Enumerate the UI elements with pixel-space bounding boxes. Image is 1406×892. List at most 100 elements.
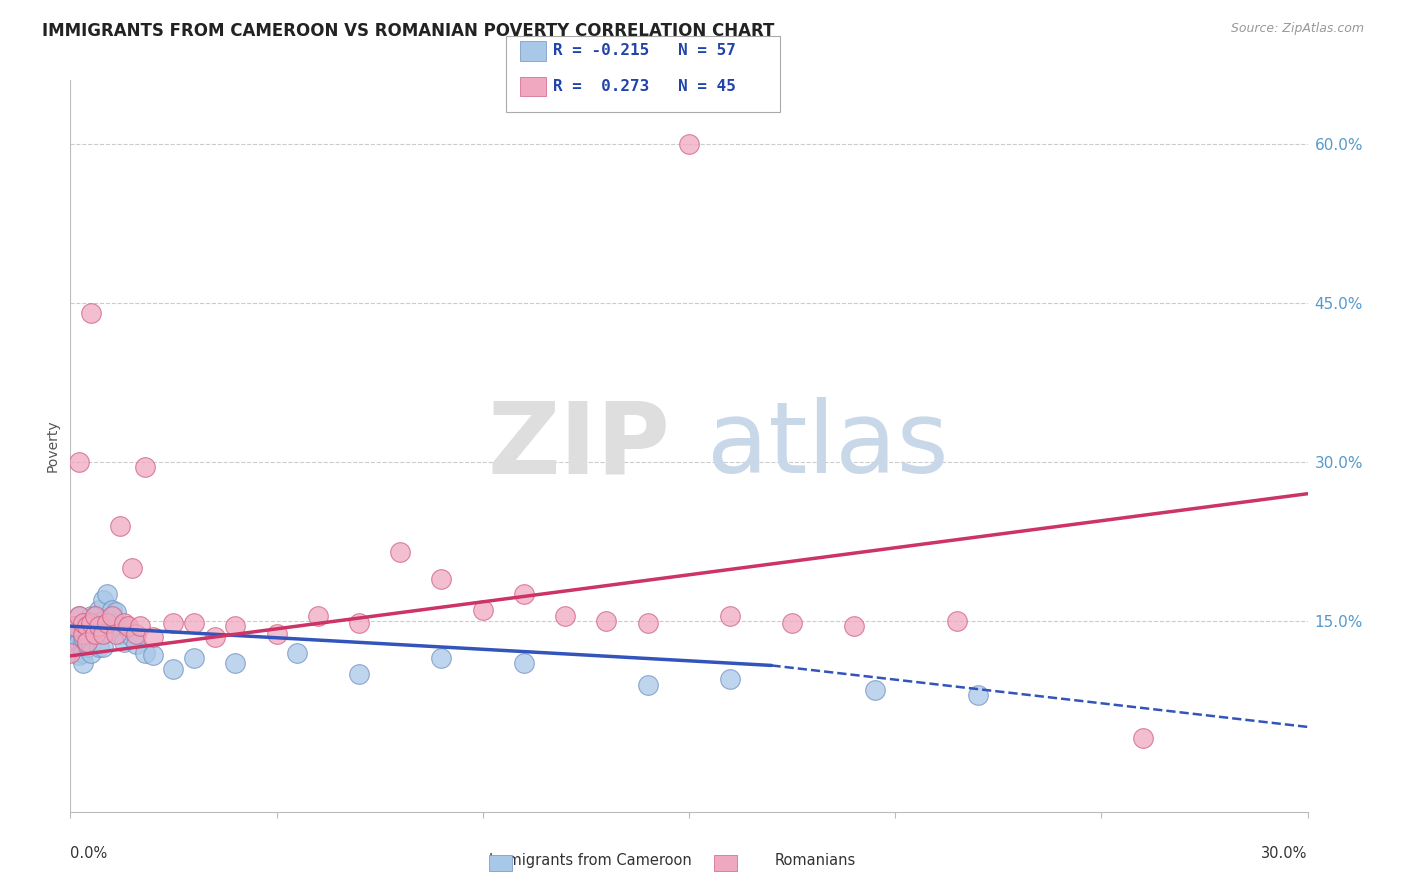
Point xyxy=(162,662,184,676)
Point xyxy=(91,614,114,628)
Text: 30.0%: 30.0% xyxy=(1261,846,1308,861)
Point xyxy=(347,667,370,681)
Point xyxy=(108,626,131,640)
Point xyxy=(104,626,127,640)
Point xyxy=(59,630,82,644)
Point xyxy=(67,455,90,469)
Text: Romanians: Romanians xyxy=(775,854,856,868)
Point xyxy=(112,615,135,630)
Point xyxy=(80,637,103,651)
Point xyxy=(554,608,576,623)
Point xyxy=(266,626,288,640)
Point xyxy=(471,603,494,617)
Point xyxy=(76,640,98,655)
Point xyxy=(72,630,94,644)
Point xyxy=(285,646,308,660)
Point xyxy=(108,619,131,633)
Point xyxy=(76,635,98,649)
Point xyxy=(84,626,107,640)
Text: Source: ZipAtlas.com: Source: ZipAtlas.com xyxy=(1230,22,1364,36)
Point xyxy=(100,608,122,623)
Point xyxy=(63,640,86,655)
Point xyxy=(718,672,741,686)
Point xyxy=(780,615,803,630)
Point xyxy=(204,630,226,644)
Y-axis label: Poverty: Poverty xyxy=(45,420,59,472)
Point xyxy=(162,615,184,630)
Text: R = -0.215   N = 57: R = -0.215 N = 57 xyxy=(553,44,735,58)
Point xyxy=(134,460,156,475)
Point xyxy=(89,619,111,633)
Point xyxy=(96,624,118,639)
Point xyxy=(89,623,111,637)
Point xyxy=(59,646,82,660)
Point xyxy=(678,136,700,151)
Point xyxy=(1132,731,1154,745)
Point xyxy=(142,648,165,662)
Point xyxy=(80,608,103,623)
Point xyxy=(142,630,165,644)
Point xyxy=(67,648,90,662)
Point xyxy=(224,657,246,671)
Point xyxy=(389,545,412,559)
Point xyxy=(430,572,453,586)
Text: 0.0%: 0.0% xyxy=(70,846,107,861)
Point xyxy=(72,637,94,651)
Point xyxy=(183,651,205,665)
Point xyxy=(100,603,122,617)
Point xyxy=(67,635,90,649)
Point xyxy=(72,657,94,671)
Point xyxy=(67,626,90,640)
Point xyxy=(76,626,98,640)
Text: Immigrants from Cameroon: Immigrants from Cameroon xyxy=(489,854,692,868)
Point xyxy=(595,614,617,628)
Point xyxy=(224,619,246,633)
Point xyxy=(513,657,536,671)
Point xyxy=(842,619,865,633)
Point xyxy=(89,640,111,655)
Text: atlas: atlas xyxy=(707,398,949,494)
Point xyxy=(91,592,114,607)
Point xyxy=(67,608,90,623)
Point xyxy=(637,677,659,691)
Point xyxy=(117,623,139,637)
Point xyxy=(129,619,152,633)
Text: ZIP: ZIP xyxy=(488,398,671,494)
Point xyxy=(84,626,107,640)
Point xyxy=(72,626,94,640)
Point xyxy=(63,635,86,649)
Point xyxy=(63,624,86,639)
Point xyxy=(966,688,988,702)
Point xyxy=(76,619,98,633)
Point xyxy=(67,608,90,623)
Text: IMMIGRANTS FROM CAMEROON VS ROMANIAN POVERTY CORRELATION CHART: IMMIGRANTS FROM CAMEROON VS ROMANIAN POV… xyxy=(42,22,775,40)
Point xyxy=(134,646,156,660)
Point xyxy=(121,630,143,644)
Point xyxy=(84,615,107,630)
Point xyxy=(347,615,370,630)
Point xyxy=(108,518,131,533)
Point xyxy=(104,606,127,620)
Point xyxy=(121,561,143,575)
Point xyxy=(117,619,139,633)
Point xyxy=(80,306,103,320)
Point xyxy=(718,608,741,623)
Point xyxy=(112,635,135,649)
Point xyxy=(63,619,86,633)
Point xyxy=(80,646,103,660)
Point xyxy=(84,619,107,633)
Point xyxy=(863,682,886,697)
Point xyxy=(91,640,114,655)
Text: R =  0.273   N = 45: R = 0.273 N = 45 xyxy=(553,79,735,94)
Point xyxy=(63,619,86,633)
Point xyxy=(76,615,98,630)
Point xyxy=(76,632,98,647)
Point xyxy=(72,619,94,633)
Point xyxy=(307,608,329,623)
Point xyxy=(946,614,969,628)
Point xyxy=(430,651,453,665)
Point xyxy=(100,615,122,630)
Point xyxy=(637,615,659,630)
Point xyxy=(67,623,90,637)
Point xyxy=(72,615,94,630)
